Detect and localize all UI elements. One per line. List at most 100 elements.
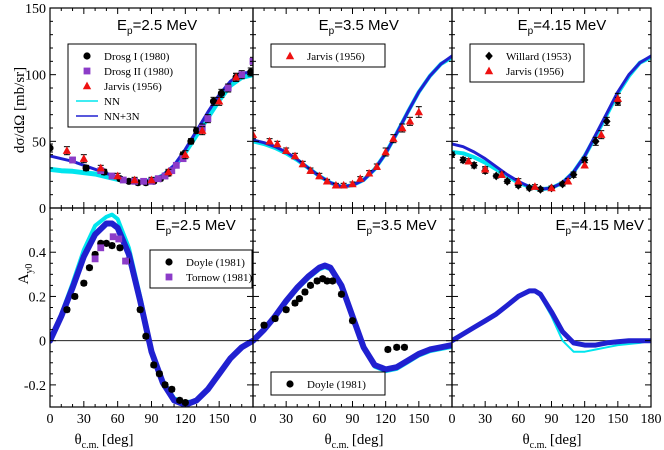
data-point — [181, 150, 190, 158]
legend-ay_3.5: Doyle (1981) — [270, 371, 386, 396]
panel-title: Ep=3.5 MeV — [319, 17, 399, 37]
legend-label: Jarvis (1956) — [104, 81, 162, 93]
data-point — [214, 96, 224, 105]
panel-title-main: E — [319, 17, 329, 34]
plot-area-cs_4.15 — [452, 54, 651, 194]
data-point — [393, 343, 401, 351]
series-jarvis — [62, 72, 241, 184]
data-point — [108, 172, 116, 180]
data-point — [497, 170, 506, 178]
series-doyle — [260, 275, 409, 354]
data-point — [231, 72, 241, 81]
legend-box — [469, 43, 585, 83]
data-point — [69, 156, 76, 164]
legend-box — [270, 43, 386, 68]
legend-marker — [83, 52, 91, 60]
panel-title: Ep=4.15 MeV — [555, 217, 644, 237]
data-point — [71, 292, 79, 301]
curve-nn — [253, 55, 452, 189]
data-point — [384, 345, 392, 354]
data-point — [414, 107, 424, 116]
legend-marker — [165, 273, 173, 281]
plot-area-cs_3.5 — [253, 54, 452, 189]
panel-ay_2.5: 0 30 60 90 120 150 -0.2 0 0.2 0.4 Ep=2.5 MeV Doyle … — [24, 207, 254, 427]
y-tick-label: 50 — [32, 135, 46, 150]
y-tick-label: 150 — [25, 2, 46, 17]
panel-title-sub: p — [329, 26, 335, 37]
curve-nnplus3n — [50, 220, 253, 407]
y-tick-label: 0 — [39, 335, 46, 350]
legend-label: Tornow (1981) — [186, 272, 252, 284]
data-point — [271, 314, 279, 323]
data-point — [492, 171, 501, 181]
x-tick-label: 60 — [511, 412, 525, 427]
data-point — [273, 139, 282, 148]
legend-label: Drosg II (1980) — [104, 66, 173, 78]
data-point — [109, 233, 117, 241]
panel-title: Ep=3.5 MeV — [356, 217, 436, 237]
data-point — [306, 281, 315, 289]
data-point — [503, 176, 512, 186]
legend-label: Jarvis (1956) — [307, 51, 365, 63]
data-point — [79, 154, 89, 162]
panel-ay_4.15: 0 30 60 90 120 150 180 Ep=4.15 MeV — [449, 207, 662, 427]
x-axis-label-theta-middle: θ — [324, 432, 331, 448]
y-tick-label: -0.2 — [24, 379, 46, 394]
data-point — [224, 84, 232, 92]
data-point — [348, 179, 357, 188]
data-point — [155, 370, 163, 378]
x-tick-label: 90 — [545, 412, 559, 427]
panel-frame — [49, 207, 254, 408]
curve-nnplus3n — [452, 288, 651, 348]
data-point — [260, 321, 268, 329]
data-point — [580, 160, 589, 169]
data-point — [115, 235, 123, 243]
panel-title-rest: =4.15 MeV — [533, 17, 606, 34]
data-point — [563, 176, 573, 185]
x-axis-label-theta-left: θ — [74, 432, 81, 448]
legend-cs_3.5: Jarvis (1956) — [270, 43, 386, 68]
data-point — [323, 277, 331, 285]
axis-labels-group: dσ/dΩ [mb/sr] Ay0 θc.m. [deg] θc.m. [deg] … — [12, 67, 582, 450]
panel-cs_3.5: Ep=3.5 MeV Jarvis (1956) — [252, 7, 453, 209]
data-point — [147, 175, 156, 184]
panel-title-main: E — [117, 17, 127, 34]
data-point — [400, 343, 409, 351]
x-tick-label: 0 — [47, 412, 54, 427]
x-tick-label: 150 — [607, 412, 628, 427]
legend-marker — [286, 380, 294, 388]
legend-marker — [83, 67, 91, 75]
panel-title-sub: p — [127, 26, 133, 37]
data-point — [331, 180, 341, 189]
data-point — [398, 123, 407, 132]
x-tick-label: 60 — [312, 412, 326, 427]
data-point — [172, 161, 180, 169]
legend-label: Doyle (1981) — [186, 257, 245, 269]
legend-label: NN — [104, 96, 120, 108]
plot-area-cs_2.5 — [50, 56, 253, 187]
data-point — [597, 130, 606, 138]
data-point — [405, 116, 415, 125]
data-point — [281, 146, 291, 154]
data-point — [136, 306, 144, 314]
data-point — [381, 147, 390, 156]
y-axis-bottom-label-sub: y0 — [24, 264, 35, 274]
y-tick-label: 0.4 — [29, 246, 47, 261]
legend-label: Drosg I (1980) — [104, 51, 170, 63]
data-point — [204, 115, 212, 123]
x-axis-unit-right: [deg] — [550, 432, 582, 448]
x-tick-label: 120 — [375, 412, 396, 427]
panel-title-main: E — [555, 217, 565, 234]
data-point — [322, 176, 332, 185]
panel-title-rest: =3.5 MeV — [334, 17, 399, 34]
data-point — [63, 306, 71, 314]
panel-title: Ep=2.5 MeV — [156, 217, 236, 237]
panel-frame — [252, 7, 453, 209]
y-axis-bottom-label: Ay0 — [16, 264, 35, 285]
data-point — [164, 167, 173, 176]
data-point — [161, 381, 169, 389]
legend-marker — [285, 51, 295, 60]
data-point — [547, 183, 556, 192]
plot-area-ay_3.5 — [253, 262, 452, 374]
x-axis-label-theta-right: θ — [522, 432, 529, 448]
